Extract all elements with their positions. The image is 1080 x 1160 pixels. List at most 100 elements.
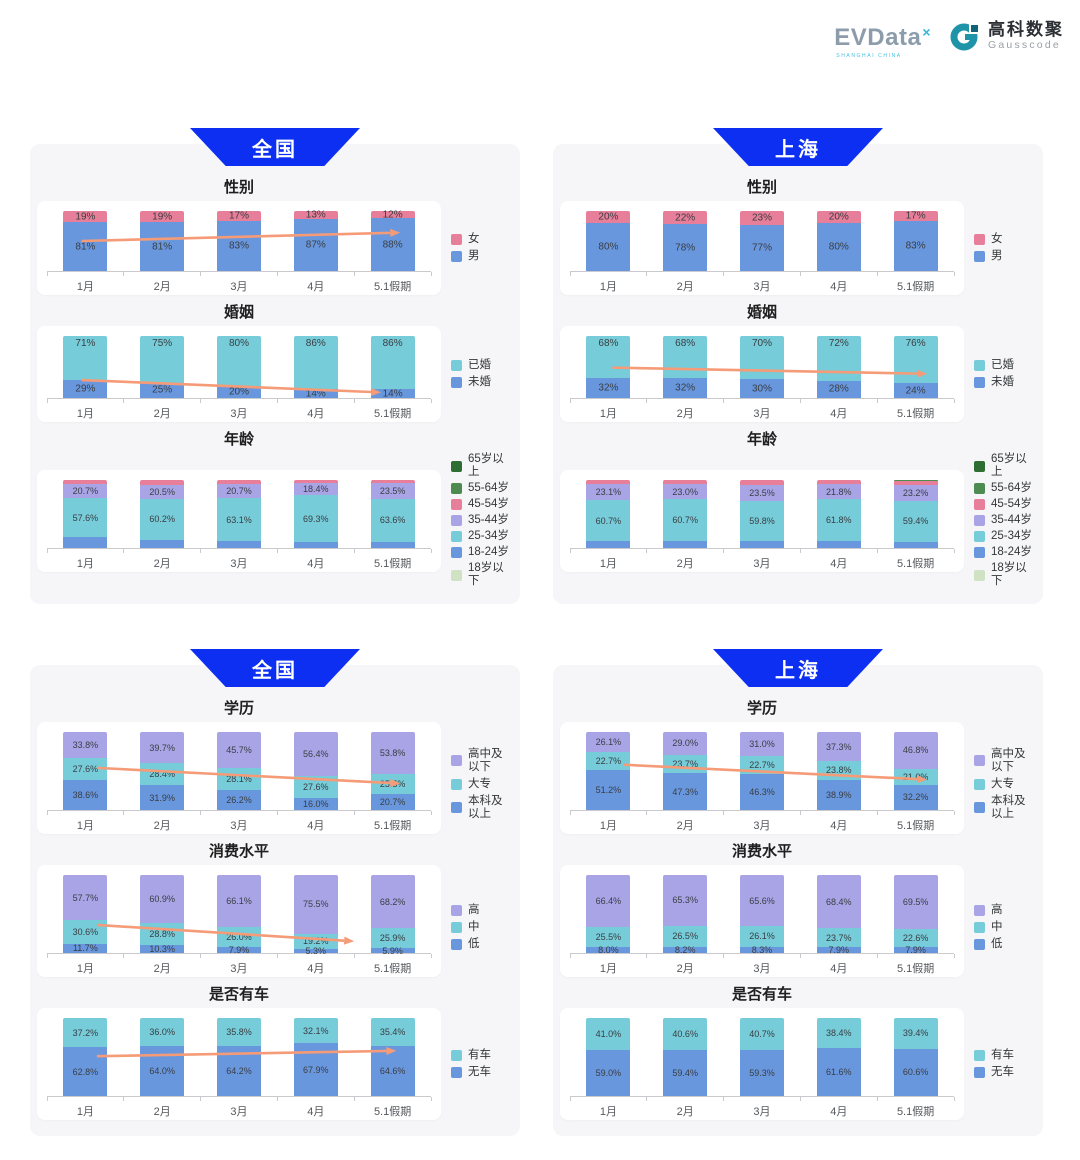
bar-value-label: 18.4% <box>303 484 329 495</box>
x-axis <box>569 953 955 958</box>
legend-item-18岁以下[interactable]: 18岁以下 <box>451 562 513 588</box>
legend-swatch <box>451 531 462 542</box>
bar-slot: 16.0% 27.6% 56.4% <box>277 732 354 810</box>
bar-slot: 60.7% 23.1% <box>570 479 647 548</box>
bar-value-label: 26.2% <box>226 794 252 805</box>
bar-value-label: 23.7% <box>672 758 698 769</box>
trend-arrow <box>612 366 928 378</box>
x-axis-label: 5.1假期 <box>373 281 412 293</box>
x-axis <box>569 398 955 403</box>
legend-item-已婚[interactable]: 已婚 <box>974 359 1036 372</box>
bar-slot: 80% 20% <box>570 211 647 271</box>
x-axis-label: 5.1假期 <box>373 408 412 420</box>
bar-value-label: 21.8% <box>826 486 852 497</box>
chart-row: 8.0% 25.5% 66.4% 8.2% 26.5% 65.3% 8.3% 26.1% 65.… <box>560 865 1036 977</box>
x-axis-tick <box>799 1097 801 1101</box>
x-axis-tick <box>200 399 202 403</box>
legend-item-65岁以上[interactable]: 65岁以上 <box>451 453 513 479</box>
bar-4月: 14% 86% <box>293 336 338 399</box>
x-axis <box>46 398 432 403</box>
legend-item-大专[interactable]: 大专 <box>451 778 513 791</box>
legend-cn_marriage: 已婚 未婚 <box>441 359 513 389</box>
bar-segment-大专: 28.4% <box>140 762 185 786</box>
legend-item-男[interactable]: 男 <box>451 250 513 263</box>
x-axis-label: 3月 <box>753 281 771 293</box>
legend-item-女[interactable]: 女 <box>974 233 1036 246</box>
legend-item-65岁以上[interactable]: 65岁以上 <box>974 453 1036 479</box>
legend-item-无车[interactable]: 无车 <box>974 1066 1036 1079</box>
chart-row: 57.6% 20.7% 60.2% 20.5% 63.1% 20.7% 69.3% 18.4%… <box>37 453 513 588</box>
bar-2月: 8.2% 26.5% 65.3% <box>663 875 708 955</box>
bar-segment-已婚: 86% <box>370 336 415 390</box>
legend-item-女[interactable]: 女 <box>451 233 513 246</box>
legend-item-未婚[interactable]: 未婚 <box>974 376 1036 389</box>
bar-1月: 29% 71% <box>63 336 108 398</box>
x-axis-tick <box>276 272 278 276</box>
bar-value-label: 63.6% <box>379 515 406 526</box>
legend-item-35-44岁[interactable]: 35-44岁 <box>451 514 513 527</box>
chart-block-sh_marriage: 婚姻 32% 68% 32% 68% 30% 70% 28% 72% 24% 76% 1月 2月 3月 4月… <box>560 303 1036 422</box>
bar-segment-有车: 32.1% <box>293 1018 338 1044</box>
legend-item-有车[interactable]: 有车 <box>451 1049 513 1062</box>
legend-swatch <box>974 377 985 388</box>
bar-value-label: 23.5% <box>749 487 775 498</box>
legend-item-55-64岁[interactable]: 55-64岁 <box>451 482 513 495</box>
legend-item-高中及以下[interactable]: 高中及以下 <box>451 748 513 774</box>
bar-segment-高中及以下: 37.3% <box>816 732 861 762</box>
legend-item-本科及以上[interactable]: 本科及以上 <box>974 795 1036 821</box>
trend-arrow <box>96 923 355 945</box>
bar-segment-高中及以下: 53.8% <box>370 732 415 774</box>
legend-item-低[interactable]: 低 <box>451 938 513 951</box>
bar-value-label: 40.6% <box>672 1028 698 1039</box>
legend-item-无车[interactable]: 无车 <box>451 1066 513 1079</box>
legend-item-45-54岁[interactable]: 45-54岁 <box>451 498 513 511</box>
legend-item-有车[interactable]: 有车 <box>974 1049 1036 1062</box>
bar-slot: 64.6% 35.4% <box>354 1018 431 1096</box>
bar-value-label: 14% <box>382 388 403 400</box>
legend-item-45-54岁[interactable]: 45-54岁 <box>974 498 1036 511</box>
legend-item-35-44岁[interactable]: 35-44岁 <box>974 514 1036 527</box>
legend-swatch <box>451 802 462 813</box>
x-axis-tick <box>200 272 202 276</box>
legend-item-已婚[interactable]: 已婚 <box>451 359 513 372</box>
legend-item-大专[interactable]: 大专 <box>974 778 1036 791</box>
x-axis-tick <box>353 272 355 276</box>
bar-value-label: 60.7% <box>672 515 698 526</box>
legend-item-高[interactable]: 高 <box>974 904 1036 917</box>
legend-item-55-64岁[interactable]: 55-64岁 <box>974 482 1036 495</box>
legend-item-25-34岁[interactable]: 25-34岁 <box>974 530 1036 543</box>
bar-slot: 61.6% 38.4% <box>800 1018 877 1096</box>
x-axis-tick <box>200 1097 202 1101</box>
legend-swatch <box>451 251 462 262</box>
bar-segment-本科及以上: 16.0% <box>293 797 338 810</box>
legend-item-18-24岁[interactable]: 18-24岁 <box>974 546 1036 559</box>
legend-item-本科及以上[interactable]: 本科及以上 <box>451 795 513 821</box>
legend-swatch <box>451 377 462 388</box>
panel-group-上海-top: 上海 性别 80% 20% 78% 22% 77% 23% 80% 20% 83% 17% 1月 2月 3月… <box>553 128 1043 604</box>
bar-segment-高中及以下: 45.7% <box>216 732 261 768</box>
bar-5.1假期: 20.7%25.5%53.8% <box>370 732 415 810</box>
bar-5.1假期: 5.9% 25.9% 68.2% <box>370 875 415 956</box>
legend-item-中[interactable]: 中 <box>451 921 513 934</box>
legend-item-中[interactable]: 中 <box>974 921 1036 934</box>
legend-item-男[interactable]: 男 <box>974 250 1036 263</box>
legend-swatch <box>451 921 462 933</box>
legend-item-高[interactable]: 高 <box>451 904 513 917</box>
legend-item-未婚[interactable]: 未婚 <box>451 376 513 389</box>
bar-slot: 30% 70% <box>724 336 801 398</box>
bar-segment-高中及以下: 31.0% <box>739 732 784 757</box>
x-axis-tick <box>353 954 355 958</box>
legend-item-18岁以下[interactable]: 18岁以下 <box>974 562 1036 588</box>
bar-segment-女: 20% <box>586 211 631 223</box>
bar-segment-男: 78% <box>663 224 708 271</box>
bar-5.1假期: 63.6% 23.5% <box>370 479 415 548</box>
legend-item-低[interactable]: 低 <box>974 938 1036 951</box>
bar-slot: 63.6% 23.5% <box>354 479 431 548</box>
legend-item-25-34岁[interactable]: 25-34岁 <box>451 530 513 543</box>
x-axis-tick <box>953 954 955 958</box>
legend-item-18-24岁[interactable]: 18-24岁 <box>451 546 513 559</box>
legend-item-高中及以下[interactable]: 高中及以下 <box>974 748 1036 774</box>
legend-label: 35-44岁 <box>991 514 1032 526</box>
bar-segment-未婚: 29% <box>63 380 108 398</box>
chart-block-cn_age: 年龄 57.6% 20.7% 60.2% 20.5% 63.1% 20.7% 69.3% 18.… <box>37 430 513 588</box>
